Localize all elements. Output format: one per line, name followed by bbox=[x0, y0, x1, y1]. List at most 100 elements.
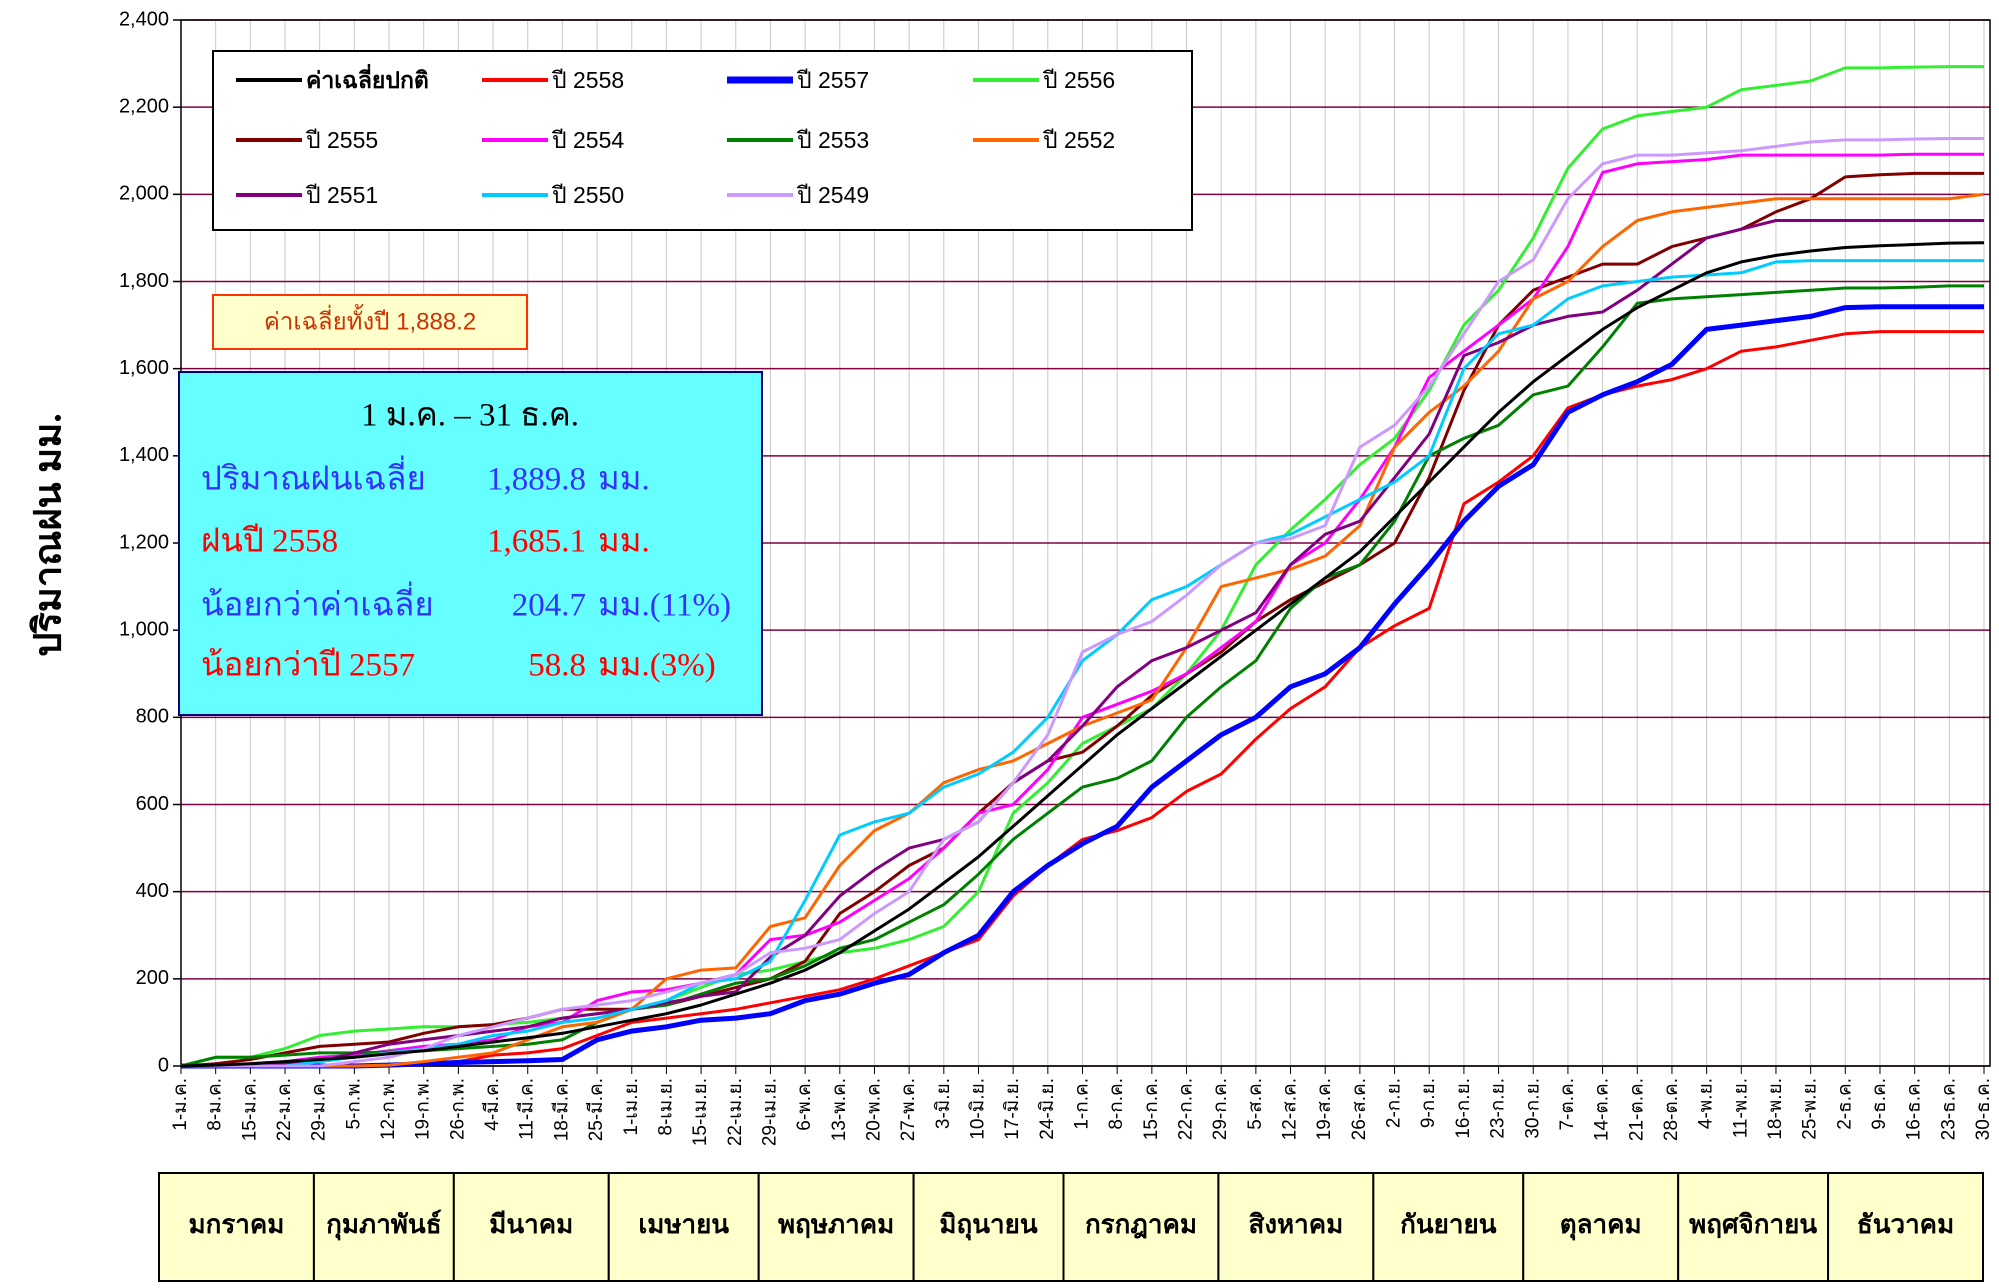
y-tick-label: 1,600 bbox=[119, 357, 169, 379]
x-tick-label: 25-มี.ค. bbox=[585, 1078, 607, 1141]
summary-unit: มม.(3%) bbox=[598, 648, 716, 684]
legend-label: ปี 2558 bbox=[551, 67, 624, 93]
x-tick-label: 3-มิ.ย. bbox=[933, 1078, 954, 1129]
month-label: กันยายน bbox=[1400, 1210, 1497, 1239]
x-tick-label: 18-พ.ย. bbox=[1765, 1078, 1786, 1140]
x-tick-label: 8-ม.ค. bbox=[205, 1078, 226, 1131]
x-tick-label: 15-เม.ย. bbox=[690, 1078, 711, 1146]
x-tick-label: 30-ธ.ค. bbox=[1973, 1078, 1994, 1140]
x-tick-label: 2-ธ.ค. bbox=[1834, 1078, 1855, 1130]
x-tick-label: 2-ก.ย. bbox=[1384, 1078, 1405, 1128]
month-cell bbox=[312, 1172, 455, 1282]
y-tick-label: 1,400 bbox=[119, 444, 169, 466]
legend-label: ปี 2552 bbox=[1042, 127, 1115, 153]
annotation: ค่าเฉลี่ยทั้งปี 1,888.2 bbox=[264, 303, 476, 335]
x-tick-label: 29-เม.ย. bbox=[759, 1078, 780, 1146]
x-tick-label: 15-ก.ค. bbox=[1141, 1078, 1162, 1140]
series-line bbox=[180, 284, 1984, 1068]
legend-label: ปี 2554 bbox=[551, 127, 624, 153]
x-tick-label: 20-พ.ค. bbox=[863, 1078, 884, 1141]
x-tick-label: 28-ต.ค. bbox=[1661, 1078, 1682, 1141]
x-tick-label: 22-ก.ค. bbox=[1176, 1078, 1197, 1140]
y-tick-label: 800 bbox=[136, 706, 169, 728]
legend-label: ปี 2557 bbox=[796, 67, 869, 93]
month-cell bbox=[1827, 1172, 1985, 1282]
x-tick-label: 24-มิ.ย. bbox=[1037, 1078, 1058, 1140]
summary-unit: มม. bbox=[598, 462, 650, 498]
y-tick-label: 600 bbox=[136, 793, 169, 815]
month-label: มีนาคม bbox=[489, 1210, 573, 1239]
legend-label: ปี 2551 bbox=[305, 182, 378, 208]
x-tick-label: 6-พ.ค. bbox=[794, 1078, 815, 1131]
series-line bbox=[181, 219, 1984, 1068]
legend-label: ปี 2555 bbox=[305, 127, 378, 153]
month-label: ตุลาคม bbox=[1560, 1210, 1642, 1241]
month-label: กุมภาพันธ์ bbox=[326, 1209, 441, 1241]
y-tick-label: 2,400 bbox=[119, 8, 169, 30]
x-tick-label: 12-ส.ค. bbox=[1280, 1078, 1301, 1140]
month-label: มกราคม bbox=[188, 1210, 284, 1239]
month-cell bbox=[1217, 1172, 1375, 1282]
month-label: สิงหาคม bbox=[1248, 1210, 1343, 1239]
month-cell bbox=[1062, 1172, 1220, 1282]
series-line bbox=[181, 259, 1984, 1068]
legend-label: ปี 2553 bbox=[796, 127, 869, 153]
month-label: มิถุนายน bbox=[939, 1210, 1037, 1241]
annotation-box bbox=[212, 294, 528, 350]
month-cell bbox=[158, 1172, 315, 1282]
x-tick-label: 26-ก.พ. bbox=[447, 1078, 468, 1140]
x-tick-label: 22-ม.ค. bbox=[274, 1078, 295, 1141]
legend-label: ปี 2550 bbox=[551, 182, 624, 208]
legend-label: ค่าเฉลี่ยปกติ bbox=[306, 63, 429, 93]
y-tick-label: 1,800 bbox=[119, 270, 169, 292]
x-tick-label: 4-พ.ย. bbox=[1696, 1078, 1717, 1129]
x-tick-label: 8-ก.ค. bbox=[1106, 1078, 1127, 1130]
x-tick-label: 7-ต.ค. bbox=[1557, 1078, 1578, 1131]
month-cell bbox=[452, 1172, 610, 1282]
x-tick-label: 1-ก.ค. bbox=[1072, 1078, 1093, 1130]
x-tick-label: 1-เม.ย. bbox=[621, 1078, 642, 1136]
x-tick-label: 16-ก.ย. bbox=[1453, 1078, 1474, 1139]
x-tick-label: 26-ส.ค. bbox=[1349, 1078, 1370, 1140]
x-tick-label: 25-พ.ย. bbox=[1800, 1078, 1821, 1140]
x-tick-label: 14-ต.ค. bbox=[1592, 1078, 1613, 1141]
x-tick-label: 5-ส.ค. bbox=[1245, 1078, 1266, 1130]
x-tick-label: 5-ก.พ. bbox=[343, 1078, 364, 1129]
summary-unit: มม. bbox=[598, 524, 650, 560]
x-tick-label: 22-เม.ย. bbox=[725, 1078, 746, 1146]
summary-label: ฝนปี 2558 bbox=[201, 524, 338, 560]
summary-label: น้อยกว่าปี 2557 bbox=[201, 648, 415, 684]
month-label: พฤศจิกายน bbox=[1689, 1210, 1817, 1239]
x-tick-label: 13-พ.ค. bbox=[829, 1078, 850, 1141]
x-tick-label: 9-ก.ย. bbox=[1418, 1078, 1439, 1128]
x-tick-label: 23-ธ.ค. bbox=[1938, 1078, 1959, 1140]
x-tick-label: 19-ก.พ. bbox=[413, 1078, 434, 1140]
x-tick-label: 29-ม.ค. bbox=[309, 1078, 330, 1141]
y-tick-label: 1,000 bbox=[119, 618, 169, 640]
x-tick-label: 17-มิ.ย. bbox=[1002, 1078, 1023, 1140]
series-line bbox=[180, 241, 1985, 1068]
summary-label: ปริมาณฝนเฉลี่ย bbox=[201, 456, 426, 498]
month-cell bbox=[607, 1172, 760, 1282]
month-cell bbox=[1677, 1172, 1830, 1282]
x-tick-label: 18-มี.ค. bbox=[550, 1078, 572, 1141]
x-tick-label: 9-ธ.ค. bbox=[1869, 1078, 1890, 1130]
month-cell bbox=[1522, 1172, 1680, 1282]
x-tick-label: 27-พ.ค. bbox=[898, 1078, 919, 1141]
x-tick-label: 30-ก.ย. bbox=[1522, 1078, 1543, 1139]
month-cell bbox=[757, 1172, 915, 1282]
summary-box bbox=[178, 371, 763, 716]
x-tick-label: 1-ม.ค. bbox=[170, 1078, 191, 1131]
series-line bbox=[181, 304, 1984, 1069]
y-axis-label: ปริมาณฝน มม. bbox=[28, 413, 70, 657]
summary-value: 204.7 bbox=[512, 588, 586, 624]
x-tick-label: 11-มี.ค. bbox=[516, 1078, 538, 1140]
x-tick-label: 15-ม.ค. bbox=[239, 1078, 260, 1141]
y-tick-label: 400 bbox=[136, 880, 169, 902]
legend-label: ปี 2549 bbox=[796, 182, 869, 208]
y-tick-label: 2,200 bbox=[119, 95, 169, 117]
x-tick-label: 21-ต.ค. bbox=[1626, 1078, 1647, 1141]
month-cell bbox=[912, 1172, 1065, 1282]
summary-value: 1,889.8 bbox=[487, 462, 586, 498]
y-tick-label: 200 bbox=[136, 967, 169, 989]
